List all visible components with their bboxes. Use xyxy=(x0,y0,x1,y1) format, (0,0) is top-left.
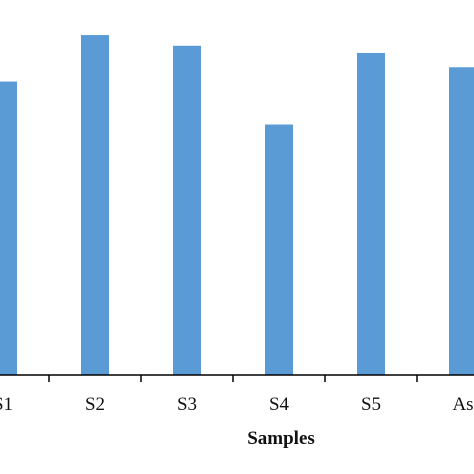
x-tick-label-s2: S2 xyxy=(85,394,105,415)
bar-as xyxy=(449,67,474,375)
bar-s4 xyxy=(265,124,293,376)
bars-group xyxy=(0,35,474,376)
bar-s1 xyxy=(0,81,17,375)
x-tick-label-s5: S5 xyxy=(361,394,381,415)
bar-s3 xyxy=(173,45,201,376)
x-tick-labels-group: S1 S2 S3 S4 S5 As xyxy=(0,394,474,415)
x-ticks-group xyxy=(48,375,418,382)
x-tick-label-s1: S1 xyxy=(0,394,13,415)
x-tick-label-s3: S3 xyxy=(177,394,197,415)
x-tick-label-s4: S4 xyxy=(269,394,290,415)
bar-s2 xyxy=(81,35,109,376)
x-tick-label-as: As xyxy=(452,394,473,415)
bar-s5 xyxy=(357,52,385,376)
x-axis-title: Samples xyxy=(247,428,315,449)
